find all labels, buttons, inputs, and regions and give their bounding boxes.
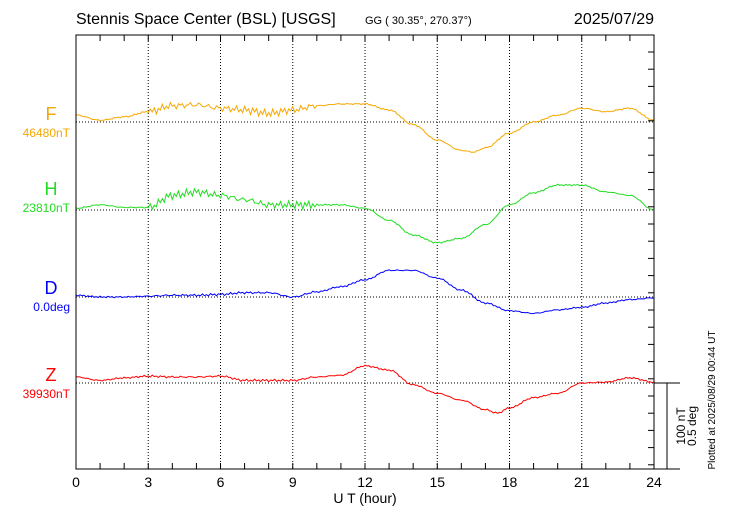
x-tick-label: 0 [72,474,80,490]
series-line-z [75,364,655,414]
x-axis-label: U T (hour) [333,490,396,506]
x-tick-label: 12 [357,474,373,490]
x-tick-label: 9 [289,474,297,490]
axis-ticks: 0 3 6 9 12 15 18 21 24 [72,35,662,490]
series-line-h [75,183,655,244]
x-tick-label: 18 [502,474,518,490]
coordinates: GG ( 30.35°, 270.37°) [365,15,472,27]
x-tick-label: 3 [144,474,152,490]
scale-bar: 100 nT 0.5 deg [654,382,699,470]
series-baseline-h: 23810nT [23,201,71,215]
scale-deg-label: 0.5 deg [685,406,699,446]
x-tick-label: 24 [646,474,662,490]
series-baseline-f: 46480nT [23,126,71,140]
series-name-f: F [46,104,57,124]
series-lines [75,101,655,414]
series-name-h: H [45,179,58,199]
x-tick-label: 15 [429,474,445,490]
series-baseline-d: 0.0deg [33,300,70,314]
plotted-timestamp: Plotted at 2025/08/29 00:44 UT [707,331,718,470]
series-baseline-z: 39930nT [23,387,71,401]
scale-nt-label: 100 nT [674,407,688,445]
x-tick-label: 6 [217,474,225,490]
series-line-f [75,101,655,153]
x-tick-label: 21 [574,474,590,490]
series-name-z: Z [46,365,57,385]
series-labels: F 46480nT H 23810nT D 0.0deg Z 39930nT [23,104,71,401]
grid [76,35,654,469]
series-line-d [75,269,655,315]
series-name-d: D [45,278,58,298]
station-title: Stennis Space Center (BSL) [USGS] [76,11,336,28]
date: 2025/07/29 [574,11,654,28]
